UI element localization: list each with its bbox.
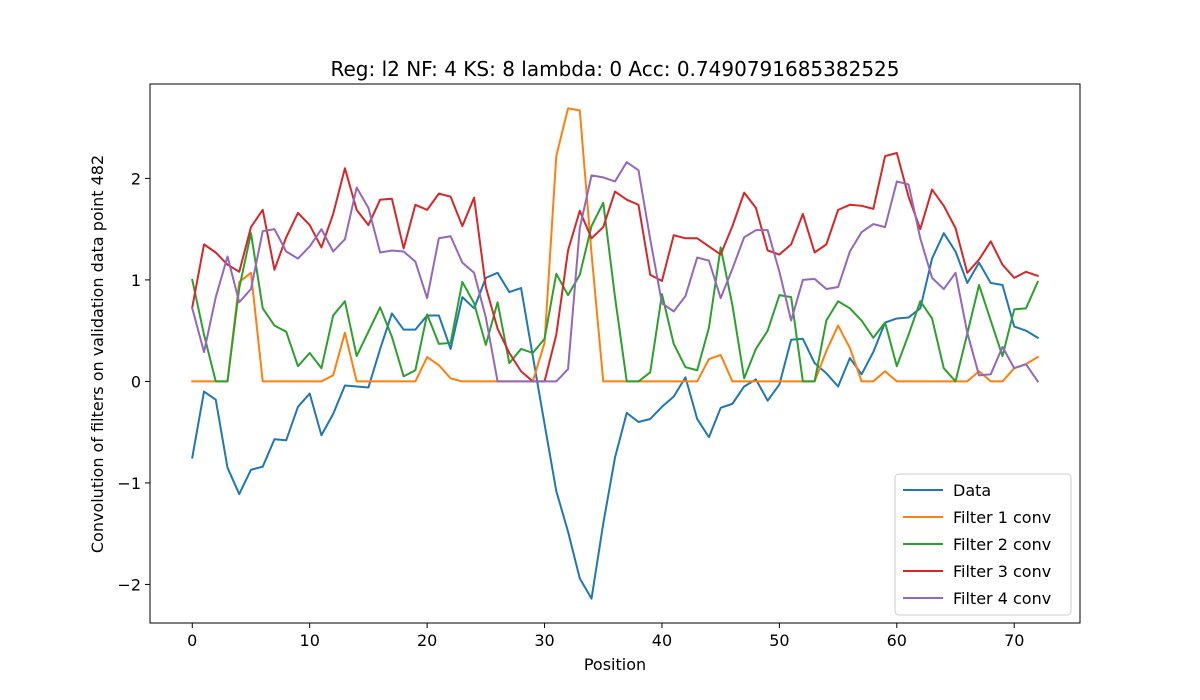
x-axis-label: Position [584,655,646,674]
plot-area [149,83,1081,624]
x-tick-label: 50 [769,631,789,650]
series-layer [191,107,1040,600]
x-tick-label: 10 [300,631,320,650]
legend-label-filter-2: Filter 2 conv [953,535,1051,554]
legend-label-filter-4: Filter 4 conv [953,589,1051,608]
legend-label-filter-3: Filter 3 conv [953,562,1051,581]
legend-box [894,473,1072,616]
x-tick-label: 0 [187,631,197,650]
legend-label-filter-1: Filter 1 conv [953,508,1051,527]
x-tick-label: 20 [417,631,437,650]
x-tick-label: 60 [887,631,907,650]
x-tick-label: 40 [652,631,672,650]
x-tick-label: 70 [1004,631,1024,650]
series-line-filter-1 [191,107,1040,383]
series-line-filter-3 [191,152,1040,383]
y-tick-label: 0 [131,372,141,391]
legend: Data Filter 1 conv Filter 2 conv Filter 3 c… [894,473,1072,616]
x-tick-label: 30 [534,631,554,650]
x-axis-ticks: 0 10 20 30 40 50 60 70 [187,623,1024,650]
legend-label-data: Data [953,481,991,500]
y-axis-ticks: −2 −1 0 1 2 [117,169,150,594]
y-tick-label: −1 [117,474,141,493]
y-tick-label: −2 [117,575,141,594]
chart-title: Reg: l2 NF: 4 KS: 8 lambda: 0 Acc: 0.749… [330,57,899,81]
y-axis-label: Convolution of filters on validation dat… [88,155,107,553]
axes-frame [149,83,1081,624]
series-line-data [191,232,1040,600]
y-tick-label: 2 [131,169,141,188]
series-line-filter-4 [191,161,1040,383]
series-line-filter-2 [191,201,1040,383]
y-tick-label: 1 [131,271,141,290]
